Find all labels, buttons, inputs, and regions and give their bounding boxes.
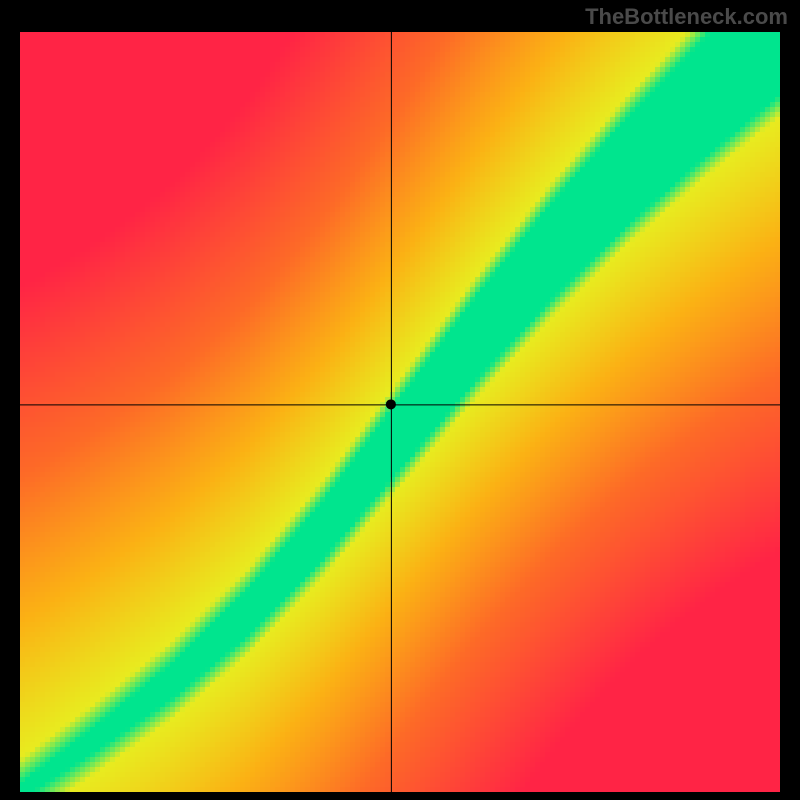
bottleneck-heatmap bbox=[0, 0, 800, 800]
watermark-text: TheBottleneck.com bbox=[585, 4, 788, 30]
chart-container: TheBottleneck.com bbox=[0, 0, 800, 800]
